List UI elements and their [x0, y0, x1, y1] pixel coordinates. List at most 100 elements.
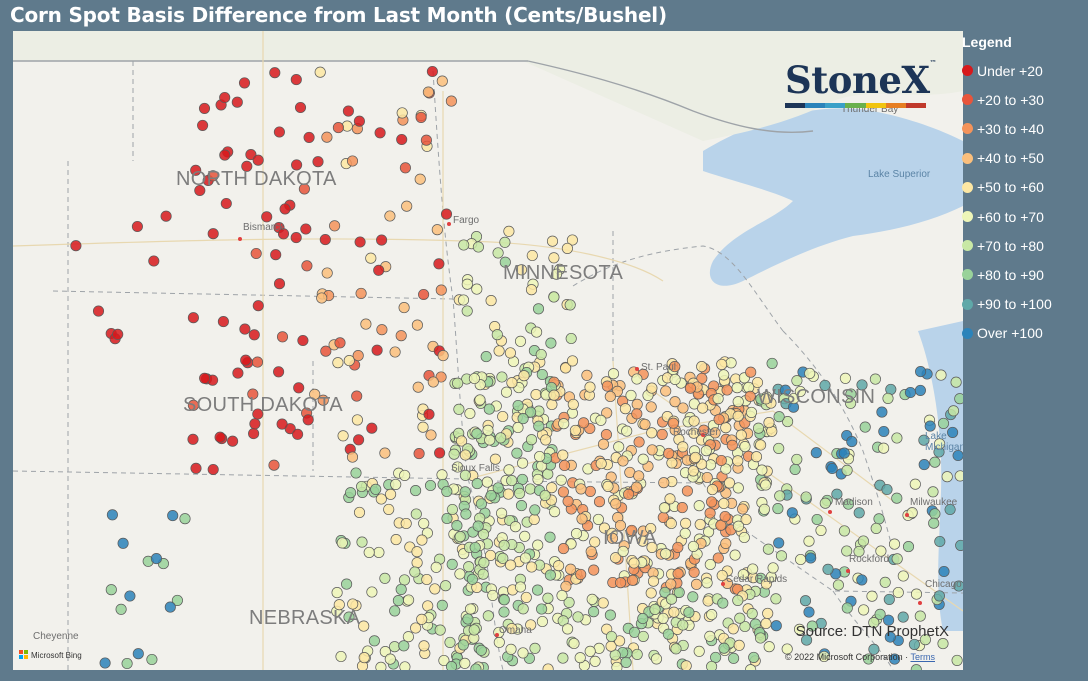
basis-point[interactable]: [290, 232, 302, 244]
basis-point[interactable]: [238, 77, 251, 89]
basis-point[interactable]: [704, 630, 716, 642]
basis-point[interactable]: [360, 318, 372, 330]
basis-point[interactable]: [321, 131, 333, 143]
basis-point[interactable]: [413, 448, 425, 460]
basis-point[interactable]: [762, 543, 774, 555]
basis-point[interactable]: [647, 575, 660, 587]
basis-point[interactable]: [617, 545, 629, 557]
basis-point[interactable]: [131, 220, 143, 233]
basis-point[interactable]: [858, 604, 870, 616]
basis-point[interactable]: [660, 548, 672, 560]
basis-point[interactable]: [938, 565, 950, 578]
basis-point[interactable]: [697, 402, 709, 414]
basis-point[interactable]: [353, 506, 366, 518]
basis-point[interactable]: [799, 595, 812, 607]
basis-point[interactable]: [719, 510, 731, 523]
basis-point[interactable]: [398, 574, 411, 586]
basis-point[interactable]: [526, 249, 538, 262]
basis-point[interactable]: [548, 252, 560, 264]
basis-point[interactable]: [239, 323, 251, 335]
basis-point[interactable]: [470, 663, 482, 670]
basis-point[interactable]: [366, 422, 378, 434]
basis-point[interactable]: [662, 628, 674, 640]
basis-point[interactable]: [937, 638, 949, 650]
basis-point[interactable]: [726, 439, 738, 451]
basis-point[interactable]: [704, 507, 716, 519]
basis-point[interactable]: [549, 506, 561, 518]
basis-point[interactable]: [610, 552, 622, 564]
basis-point[interactable]: [576, 513, 588, 525]
basis-point[interactable]: [868, 617, 880, 629]
basis-point[interactable]: [314, 66, 326, 78]
basis-point[interactable]: [411, 557, 423, 569]
basis-point[interactable]: [365, 252, 377, 264]
basis-point[interactable]: [445, 661, 458, 670]
basis-point[interactable]: [435, 284, 447, 296]
basis-point[interactable]: [935, 369, 947, 381]
basis-point[interactable]: [822, 563, 834, 575]
basis-point[interactable]: [672, 568, 684, 580]
basis-point[interactable]: [514, 335, 527, 347]
basis-point[interactable]: [343, 355, 355, 367]
basis-point[interactable]: [892, 586, 904, 599]
basis-point[interactable]: [593, 496, 606, 508]
basis-point[interactable]: [915, 366, 927, 378]
basis-point[interactable]: [241, 160, 253, 172]
basis-point[interactable]: [410, 622, 422, 634]
basis-point[interactable]: [645, 401, 657, 413]
basis-point[interactable]: [542, 592, 554, 604]
basis-point[interactable]: [250, 247, 262, 260]
basis-point[interactable]: [517, 603, 529, 615]
basis-point[interactable]: [370, 483, 382, 495]
basis-point[interactable]: [606, 532, 619, 544]
basis-point[interactable]: [597, 597, 609, 609]
basis-point[interactable]: [805, 552, 817, 564]
basis-point[interactable]: [610, 498, 622, 510]
basis-point[interactable]: [498, 606, 510, 618]
basis-point[interactable]: [472, 520, 484, 532]
basis-point[interactable]: [592, 513, 604, 525]
basis-point[interactable]: [631, 373, 643, 385]
basis-point[interactable]: [240, 354, 252, 366]
basis-point[interactable]: [495, 432, 507, 444]
basis-point[interactable]: [558, 418, 570, 430]
basis-point[interactable]: [396, 107, 408, 119]
basis-point[interactable]: [498, 594, 510, 606]
basis-point[interactable]: [950, 376, 962, 388]
basis-point[interactable]: [317, 394, 329, 406]
basis-point[interactable]: [584, 485, 596, 497]
basis-point[interactable]: [489, 453, 501, 465]
basis-point[interactable]: [646, 444, 658, 456]
basis-point[interactable]: [806, 620, 818, 632]
basis-point[interactable]: [908, 638, 920, 650]
basis-point[interactable]: [680, 660, 692, 670]
basis-point[interactable]: [390, 534, 402, 546]
basis-point[interactable]: [702, 595, 714, 607]
basis-point[interactable]: [556, 589, 568, 602]
basis-point[interactable]: [106, 509, 118, 521]
basis-point[interactable]: [941, 471, 953, 483]
basis-point[interactable]: [575, 483, 587, 495]
basis-point[interactable]: [752, 422, 765, 434]
basis-point[interactable]: [410, 485, 422, 497]
basis-point[interactable]: [471, 428, 483, 440]
basis-point[interactable]: [396, 133, 408, 146]
basis-point[interactable]: [810, 447, 822, 459]
basis-point[interactable]: [515, 264, 528, 276]
basis-point[interactable]: [910, 664, 922, 671]
basis-point[interactable]: [524, 483, 536, 495]
basis-point[interactable]: [863, 653, 875, 665]
basis-point[interactable]: [947, 426, 959, 438]
basis-point[interactable]: [564, 299, 576, 311]
basis-point[interactable]: [399, 162, 411, 174]
basis-point[interactable]: [838, 447, 850, 459]
basis-point[interactable]: [888, 538, 901, 550]
basis-point[interactable]: [951, 654, 963, 666]
basis-point[interactable]: [684, 382, 696, 394]
basis-point[interactable]: [739, 441, 751, 453]
basis-point[interactable]: [875, 545, 887, 557]
basis-point[interactable]: [481, 476, 493, 488]
basis-point[interactable]: [677, 402, 689, 414]
basis-point[interactable]: [190, 164, 202, 176]
basis-point[interactable]: [584, 381, 596, 393]
